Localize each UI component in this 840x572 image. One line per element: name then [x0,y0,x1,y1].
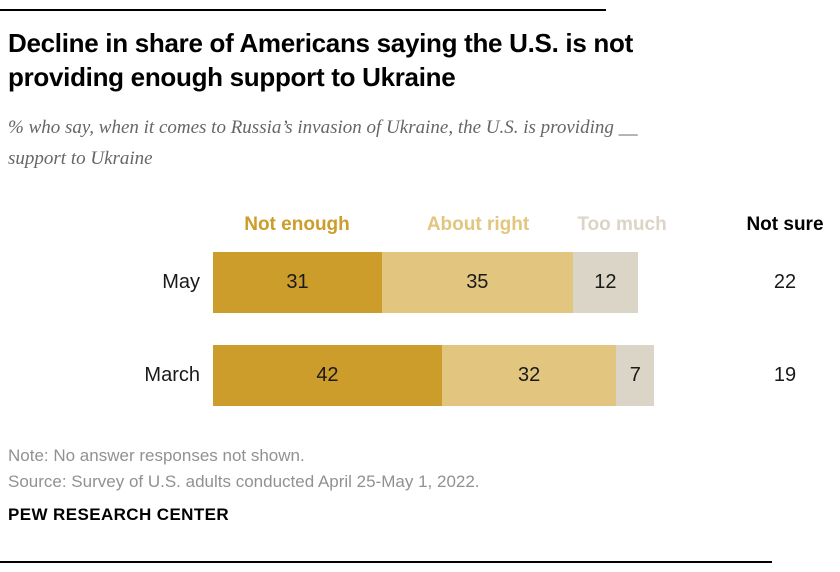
bar-segment-not-enough: 42 [213,345,442,406]
note-text: Note: No answer responses not shown. [8,446,305,465]
row-label: March [144,364,200,386]
bar-track: 42 32 7 [213,345,655,406]
legend-label-not-sure: Not sure [746,214,824,235]
legend-label-too-much: Too much [577,214,667,235]
chart-area: May 31 35 12 22 March 42 32 7 19 [0,252,840,438]
chart-subtitle: % who say, when it comes to Russia’s inv… [8,117,638,169]
footnotes: Note: No answer responses not shown. Sou… [8,443,480,495]
legend-label-about-right: About right [426,214,530,235]
bar-track: 31 35 12 [213,252,639,313]
bar-segment-about-right: 32 [441,345,617,406]
legend: Not enough About right Too much Not sure [0,214,840,238]
bar-row-march: March 42 32 7 19 [0,345,840,406]
page-title: Decline in share of Americans saying the… [8,28,633,92]
row-label: May [162,271,200,293]
bottom-rule [0,561,772,563]
bar-row-may: May 31 35 12 22 [0,252,840,313]
not-sure-value: 19 [773,364,797,386]
bar-segment-too-much: 12 [572,252,639,313]
source-text: Source: Survey of U.S. adults conducted … [8,472,480,491]
bar-segment-about-right: 35 [381,252,573,313]
top-rule [0,9,606,11]
bar-segment-not-enough: 31 [213,252,382,313]
legend-label-not-enough: Not enough [244,214,350,235]
bar-segment-too-much: 7 [616,345,655,406]
brand-text: PEW RESEARCH CENTER [8,505,230,524]
not-sure-value: 22 [773,271,797,293]
